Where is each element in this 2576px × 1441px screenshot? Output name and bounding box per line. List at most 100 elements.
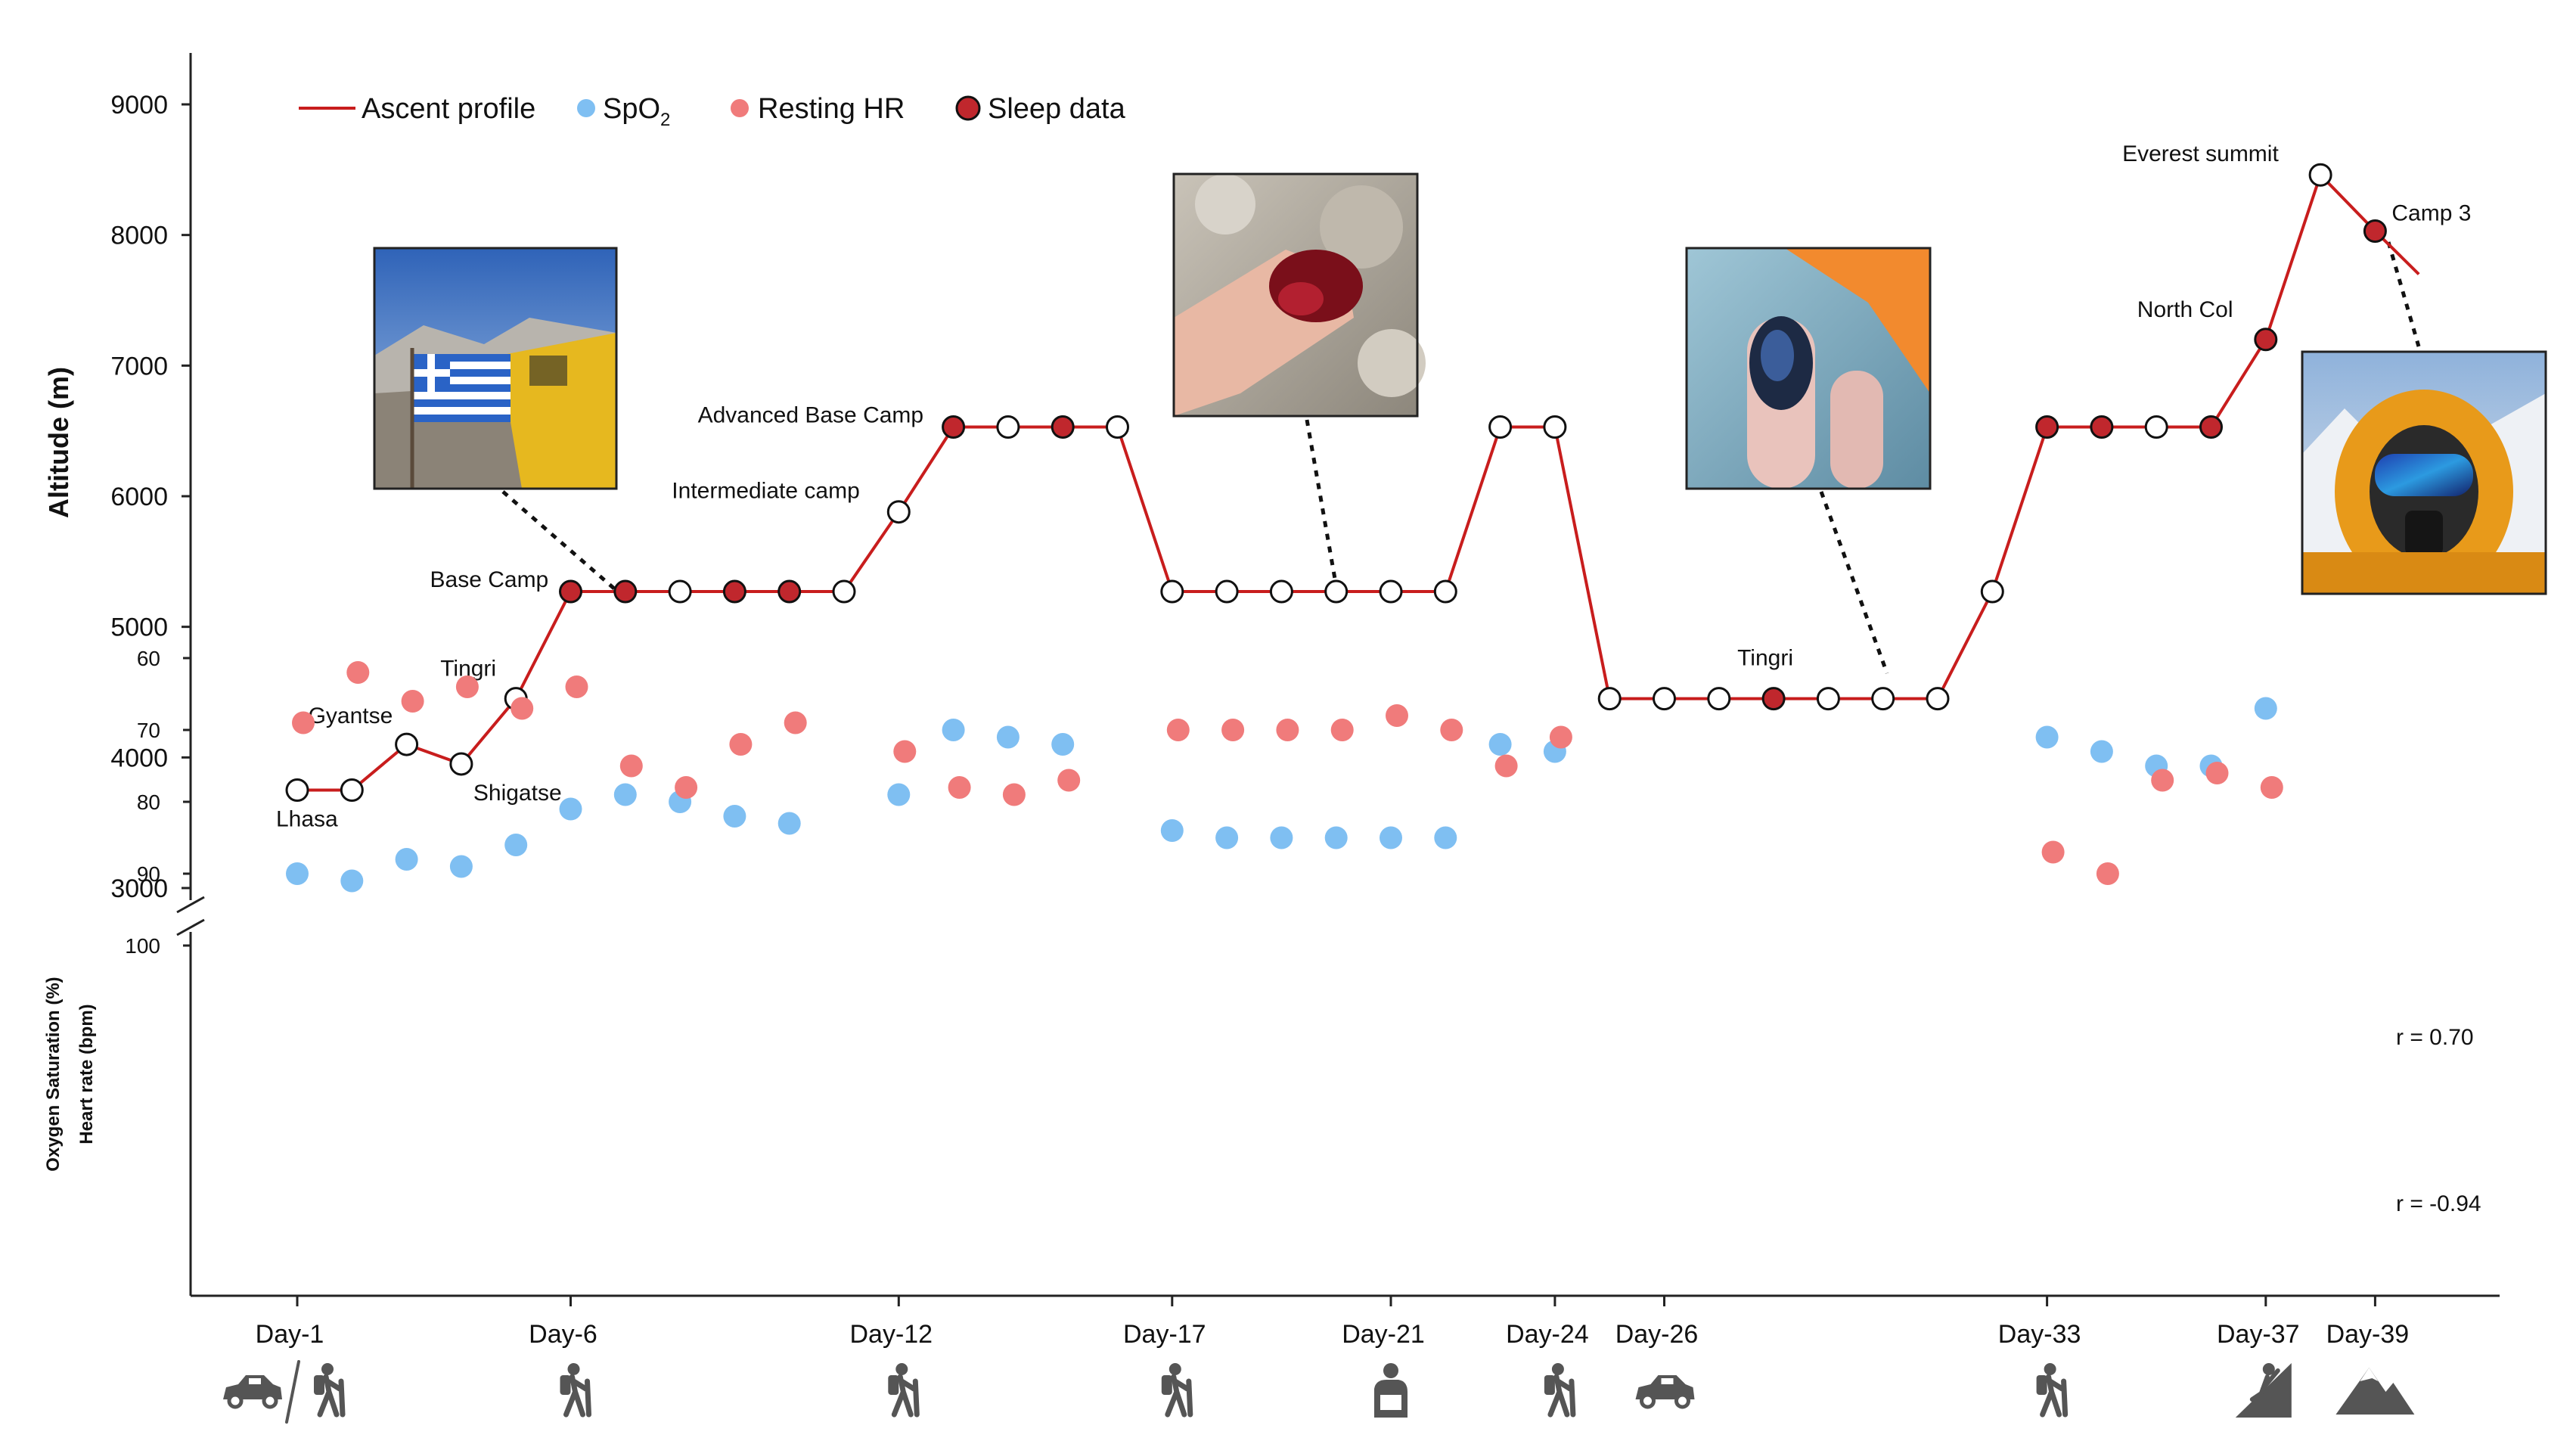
sleep-data-point bbox=[2199, 415, 2223, 439]
sleep-data-point bbox=[613, 579, 638, 604]
altitude-point bbox=[996, 415, 1020, 439]
altitude-point bbox=[285, 778, 309, 802]
place-label: Everest summit bbox=[2122, 141, 2279, 166]
resting-hr-point bbox=[1549, 725, 1572, 749]
altitude-point bbox=[1871, 687, 1895, 711]
resting-hr-point bbox=[1440, 719, 1463, 741]
ascent-profile-series bbox=[285, 163, 2420, 802]
altitude-point bbox=[832, 579, 856, 604]
altitude-point bbox=[340, 778, 364, 802]
day-label: Day-39 bbox=[2326, 1320, 2410, 1349]
resting-hr-point bbox=[1002, 783, 1026, 806]
day-x-axis: Day-1 Day-6 Day-12 Day-17 Day-21 Day-24 Day-26… bbox=[223, 1296, 2415, 1424]
photo-leader-lines bbox=[501, 241, 2421, 674]
spo2-point bbox=[777, 812, 801, 835]
resting-hr-point bbox=[2041, 840, 2065, 864]
hiker-icon bbox=[1161, 1363, 1193, 1418]
day-label: Day-17 bbox=[1123, 1320, 1206, 1349]
physiology-tick-label: 100 bbox=[125, 934, 160, 958]
altitude-point bbox=[1379, 579, 1403, 604]
resting-hr-point bbox=[893, 740, 917, 763]
spo2-point bbox=[286, 862, 309, 885]
leader-line bbox=[1819, 491, 1889, 674]
spo2-point bbox=[559, 797, 582, 821]
spo2-point bbox=[1051, 733, 1075, 756]
legend-hr-swatch bbox=[731, 99, 749, 117]
physiology-tick-label: 60 bbox=[137, 647, 160, 670]
day-label: Day-6 bbox=[529, 1320, 597, 1349]
spo2-point bbox=[2090, 740, 2113, 763]
car-and-hiker-icon bbox=[223, 1360, 346, 1424]
day-label: Day-21 bbox=[1342, 1320, 1425, 1349]
resting-hr-point bbox=[1330, 719, 1354, 741]
sleep-data-point bbox=[2090, 415, 2114, 439]
legend-sleep-swatch bbox=[955, 95, 981, 121]
photo-base-camp-flag bbox=[373, 247, 618, 490]
altitude-tick-label: 5000 bbox=[110, 613, 168, 642]
altitude-tick-label: 3000 bbox=[110, 874, 168, 903]
day-label: Day-37 bbox=[2217, 1320, 2300, 1349]
resting-hr-point bbox=[729, 733, 753, 756]
altitude-point bbox=[1160, 579, 1184, 604]
spo2-point bbox=[2035, 725, 2059, 749]
photo-climber-summit bbox=[2301, 350, 2547, 595]
sleep-data-point bbox=[559, 579, 582, 604]
resting-hr-point bbox=[1166, 719, 1190, 741]
hr-correlation: r = -0.94 bbox=[2396, 1191, 2481, 1216]
physiology-tick-label: 90 bbox=[137, 862, 160, 886]
altitude-point bbox=[1816, 687, 1840, 711]
resting-person-icon bbox=[1374, 1363, 1407, 1418]
spo2-point bbox=[1215, 826, 1239, 849]
hr-axis-title: Heart rate (bpm) bbox=[76, 1004, 97, 1144]
day-label: Day-26 bbox=[1615, 1320, 1699, 1349]
axis-break-mark bbox=[176, 896, 205, 914]
place-label: North Col bbox=[2137, 297, 2233, 322]
resting-hr-point bbox=[1494, 754, 1518, 778]
spo2-point bbox=[1488, 733, 1512, 756]
sleep-data-point bbox=[1761, 687, 1786, 711]
resting-hr-point bbox=[1276, 719, 1299, 741]
place-labels: Lhasa Gyantse Shigatse Tingri Base Camp Inter… bbox=[276, 141, 2471, 831]
altitude-point bbox=[2308, 163, 2332, 187]
resting-hr-point bbox=[401, 690, 424, 713]
spo2-point bbox=[1270, 826, 1293, 849]
spo2-point bbox=[1160, 819, 1184, 842]
altitude-point bbox=[1543, 415, 1567, 439]
ascent-profile-line bbox=[297, 172, 2420, 792]
resting-hr-point bbox=[675, 776, 698, 799]
altitude-tick-label: 7000 bbox=[110, 352, 168, 380]
leader-line bbox=[2386, 241, 2421, 347]
place-label: Advanced Base Camp bbox=[698, 402, 924, 427]
sleep-data-point bbox=[2254, 328, 2278, 352]
legend-ascent-label: Ascent profile bbox=[362, 93, 535, 125]
hiker-icon bbox=[1544, 1363, 1576, 1418]
altitude-point bbox=[1106, 415, 1129, 439]
altitude-point bbox=[1926, 687, 1950, 711]
altitude-point bbox=[1653, 687, 1676, 711]
spo2-point bbox=[996, 725, 1020, 749]
place-label: Gyantse bbox=[309, 703, 393, 728]
legend-spo2-subscript: 2 bbox=[660, 110, 670, 130]
resting-hr-point bbox=[2096, 862, 2119, 885]
spo2-point bbox=[395, 848, 418, 871]
axes bbox=[176, 53, 2500, 1297]
spo2-point bbox=[723, 805, 746, 828]
spo2-point bbox=[449, 855, 473, 878]
sleep-data-point bbox=[2363, 219, 2387, 243]
resting-hr-point bbox=[784, 711, 807, 734]
altitude-point bbox=[449, 752, 473, 776]
sleep-data-point bbox=[777, 579, 802, 604]
resting-hr-point bbox=[1221, 719, 1245, 741]
resting-hr-point bbox=[455, 675, 479, 698]
spo2-point bbox=[504, 834, 528, 856]
resting-hr-point bbox=[948, 776, 971, 799]
resting-hr-point bbox=[565, 675, 588, 698]
place-label: Intermediate camp bbox=[672, 479, 859, 504]
place-label: Lhasa bbox=[276, 807, 338, 832]
resting-hr-point bbox=[511, 697, 534, 720]
hiker-icon bbox=[2036, 1363, 2069, 1418]
resting-hr-point bbox=[292, 711, 315, 734]
sleep-data-point bbox=[1051, 415, 1075, 439]
leader-line bbox=[501, 490, 622, 595]
legend-spo2-text: SpO bbox=[603, 93, 660, 125]
